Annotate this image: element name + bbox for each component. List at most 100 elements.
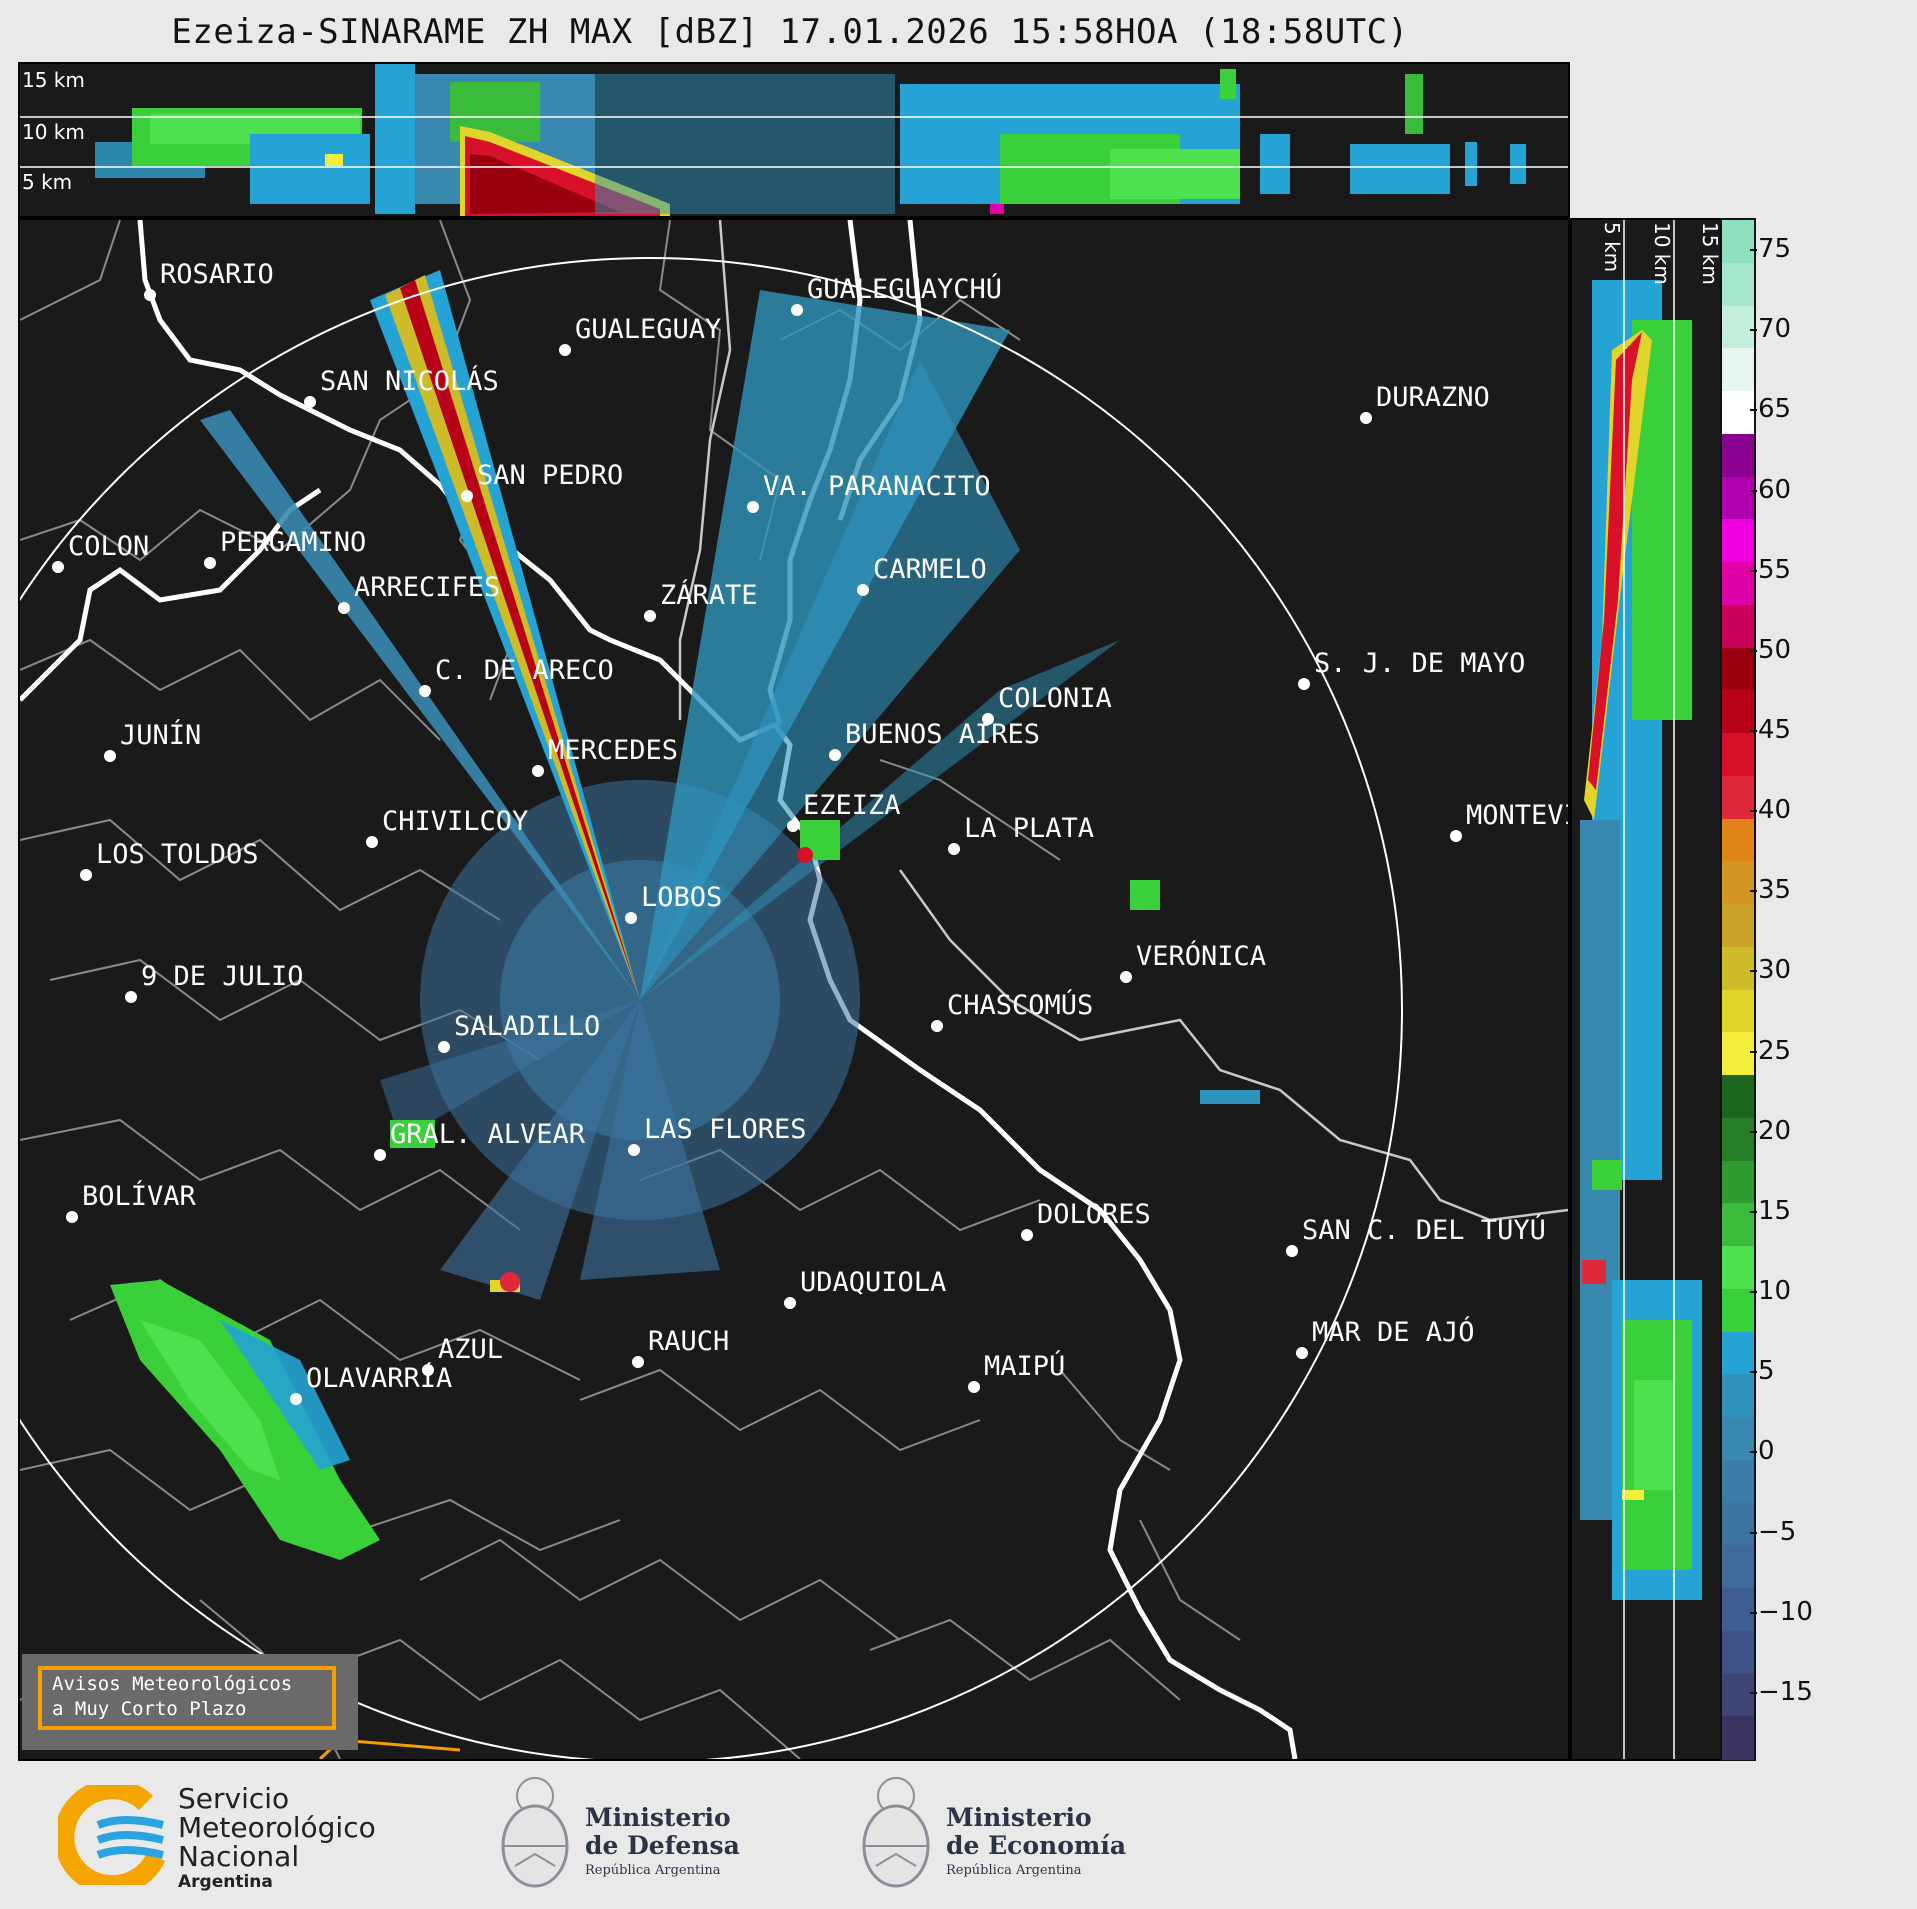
colorbar-tick-label: 40 — [1749, 795, 1792, 826]
avisos-button[interactable]: Avisos Meteorológicos a Muy Corto Plazo — [38, 1666, 336, 1730]
city-label: JUNÍN — [120, 719, 201, 751]
city-label: ZÁRATE — [660, 579, 758, 611]
city-dot — [559, 344, 571, 356]
city-label: CARMELO — [873, 554, 987, 585]
colorbar-band — [1722, 1331, 1754, 1375]
city-label: VERÓNICA — [1136, 940, 1266, 972]
colorbar-band — [1722, 733, 1754, 777]
city-marker: EZEIZA — [787, 790, 901, 832]
city-dot — [931, 1020, 943, 1032]
city-label: BOLÍVAR — [82, 1180, 197, 1212]
city-marker: JUNÍN — [104, 719, 201, 762]
colorbar-tick-label: 50 — [1749, 634, 1792, 665]
colorbar-tick-label: 60 — [1749, 474, 1792, 505]
footer — [0, 1762, 1917, 1909]
city-marker: BOLÍVAR — [66, 1180, 197, 1223]
city-dot — [1296, 1347, 1308, 1359]
colorbar-band — [1722, 1630, 1754, 1674]
radar-map-panel[interactable]: ROSARIO GUALEGUAYCHÚ GUALEGUAY SAN NICOLÁS D… — [18, 218, 1570, 1761]
colorbar-band — [1722, 1246, 1754, 1290]
smn-line-2: Meteorológico — [178, 1811, 376, 1844]
height-label-10km: 10 km — [22, 120, 85, 144]
colorbar-band — [1722, 476, 1754, 520]
radar-echoes — [110, 270, 1260, 1560]
city-marker: ZÁRATE — [644, 579, 758, 622]
chart-title: Ezeiza-SINARAME ZH MAX [dBZ] 17.01.2026 … — [171, 12, 1409, 52]
colorbar-tick-label: 10 — [1749, 1276, 1792, 1307]
city-dot — [144, 289, 156, 301]
city-dot — [1450, 830, 1462, 842]
city-marker: PERGAMINO — [204, 527, 366, 569]
colorbar-tick-label: 65 — [1749, 394, 1792, 425]
city-label: MONTEVIDEO — [1466, 800, 1568, 831]
colorbar-band — [1722, 775, 1754, 819]
colorbar-band — [1722, 1075, 1754, 1119]
city-marker: SAN C. DEL TUYÚ — [1286, 1214, 1546, 1257]
avisos-line-2: a Muy Corto Plazo — [52, 1698, 247, 1720]
city-marker: DOLORES — [1021, 1199, 1151, 1241]
colorbar-tick-label: 0 — [1750, 1436, 1775, 1467]
colorbar-band — [1722, 690, 1754, 734]
city-marker: MAR DE AJÓ — [1296, 1316, 1475, 1359]
defensa-line-3: República Argentina — [585, 1863, 721, 1878]
city-dot — [304, 396, 316, 408]
colorbar-tick-label: −10 — [1750, 1596, 1813, 1627]
avisos-panel[interactable]: Avisos Meteorológicos a Muy Corto Plazo — [22, 1654, 358, 1750]
colorbar-tick-label: 15 — [1749, 1195, 1792, 1226]
city-label: CHASCOMÚS — [947, 989, 1093, 1021]
colorbar-band — [1722, 1203, 1754, 1247]
city-dot — [644, 610, 656, 622]
city-label: 9 DE JULIO — [141, 961, 304, 992]
economia-coat-of-arms-icon — [862, 1777, 930, 1888]
colorbar-band — [1722, 1716, 1754, 1760]
city-label: SAN PEDRO — [477, 460, 623, 491]
city-dot — [419, 685, 431, 697]
city-marker: CARMELO — [857, 554, 987, 596]
city-dot — [968, 1381, 980, 1393]
colorbar-band — [1722, 1459, 1754, 1503]
colorbar-tick-label: −15 — [1750, 1676, 1813, 1707]
colorbar-band — [1722, 1588, 1754, 1632]
city-label: PERGAMINO — [220, 527, 366, 558]
side-height-label-5km: 5 km — [1600, 222, 1624, 273]
city-dot — [438, 1041, 450, 1053]
city-marker: LAS FLORES — [628, 1114, 807, 1156]
city-dot — [1360, 412, 1372, 424]
city-label: SALADILLO — [454, 1011, 600, 1042]
colorbar-band — [1722, 1545, 1754, 1589]
city-label: MAR DE AJÓ — [1312, 1316, 1475, 1348]
city-marker: ARRECIFES — [338, 572, 500, 614]
top-cross-section-plot — [20, 64, 1568, 216]
colorbar-band — [1722, 220, 1754, 264]
city-marker: SAN PEDRO — [461, 460, 623, 502]
city-label: MAIPÚ — [984, 1350, 1065, 1382]
city-dot — [1298, 678, 1310, 690]
city-dot — [204, 557, 216, 569]
radar-map: ROSARIO GUALEGUAYCHÚ GUALEGUAY SAN NICOLÁS D… — [20, 220, 1568, 1759]
colorbar-band — [1722, 1288, 1754, 1332]
defensa-line-2: de Defensa — [585, 1831, 740, 1860]
city-label: DURAZNO — [1376, 382, 1490, 413]
city-dot — [829, 749, 841, 761]
range-ring — [20, 257, 1403, 1759]
city-label: GUALEGUAYCHÚ — [807, 273, 1002, 305]
colorbar-band — [1722, 1117, 1754, 1161]
city-marker: 9 DE JULIO — [125, 961, 304, 1003]
city-marker: CHIVILCOY — [366, 806, 528, 848]
city-label: LAS FLORES — [644, 1114, 807, 1145]
economia-line-3: República Argentina — [946, 1863, 1082, 1878]
city-marker: GUALEGUAYCHÚ — [791, 273, 1002, 316]
city-dot — [366, 836, 378, 848]
colorbar-band — [1722, 433, 1754, 477]
city-dot — [125, 991, 137, 1003]
colorbar-band — [1722, 1374, 1754, 1418]
city-marker: AZUL — [422, 1334, 503, 1376]
city-dot — [374, 1149, 386, 1161]
side-cross-section-plot — [1572, 220, 1720, 1759]
economia-line-2: de Economía — [946, 1831, 1127, 1860]
city-marker: LOS TOLDOS — [80, 839, 259, 881]
city-dot — [80, 869, 92, 881]
city-dot — [1120, 971, 1132, 983]
city-label: CHIVILCOY — [382, 806, 528, 837]
colorbar-band — [1722, 818, 1754, 862]
